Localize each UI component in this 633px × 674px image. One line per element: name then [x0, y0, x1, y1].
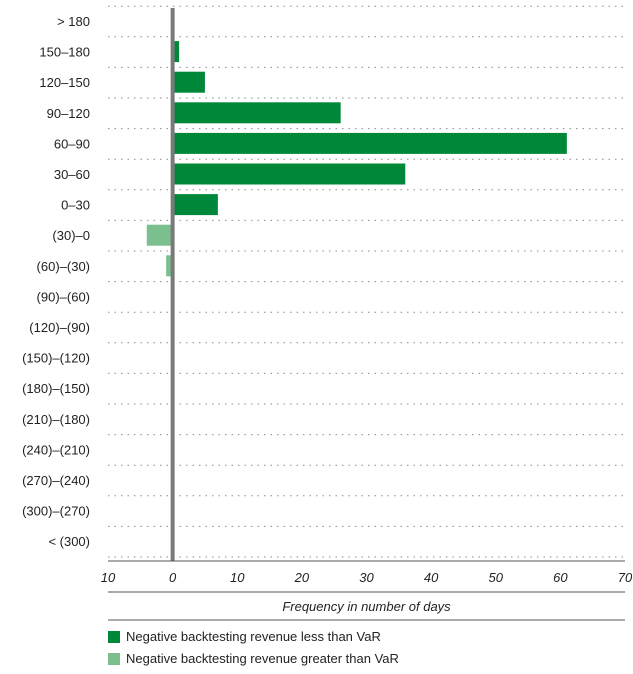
bar-less-than-var	[172, 102, 341, 124]
legend-label: Negative backtesting revenue greater tha…	[126, 651, 399, 666]
category-label: (90)–(60)	[37, 289, 90, 304]
category-label: (120)–(90)	[29, 320, 90, 335]
category-label: (300)–(270)	[22, 504, 90, 519]
category-label: (270)–(240)	[22, 473, 90, 488]
bar-less-than-var	[172, 41, 180, 63]
legend-label: Negative backtesting revenue less than V…	[126, 629, 381, 644]
x-axis-title: Frequency in number of days	[282, 599, 451, 614]
legend-swatch	[108, 653, 120, 665]
bar-less-than-var	[172, 163, 406, 185]
legend: Negative backtesting revenue less than V…	[108, 629, 399, 666]
category-label: (180)–(150)	[22, 381, 90, 396]
category-label: > 180	[57, 14, 90, 29]
category-label: 0–30	[61, 198, 90, 213]
legend-swatch	[108, 631, 120, 643]
category-label: 90–120	[47, 106, 90, 121]
x-tick-label: 70	[618, 570, 633, 585]
x-tick-label: 30	[359, 570, 374, 585]
x-tick-label: 20	[294, 570, 310, 585]
x-tick-label: 0	[169, 570, 177, 585]
x-tick-label: 40	[424, 570, 439, 585]
category-label: (30)–0	[52, 228, 90, 243]
category-label: (240)–(210)	[22, 442, 90, 457]
bars	[146, 41, 567, 277]
x-tick-label: 10	[230, 570, 245, 585]
x-tick-label: 60	[553, 570, 568, 585]
bar-less-than-var	[172, 132, 567, 154]
category-label: (60)–(30)	[37, 259, 90, 274]
category-label: < (300)	[48, 534, 90, 549]
category-label: 60–90	[54, 136, 90, 151]
bar-less-than-var	[172, 194, 218, 216]
bar-greater-than-var	[166, 255, 173, 277]
category-label: 150–180	[39, 45, 90, 60]
category-labels: > 180 150–180 120–150 90–120 60–90 30–60 0–30 (…	[22, 14, 90, 549]
x-tick-label: 10	[101, 570, 116, 585]
category-label: 120–150	[39, 75, 90, 90]
category-label: (210)–(180)	[22, 412, 90, 427]
bar-less-than-var	[172, 71, 205, 93]
bar-greater-than-var	[146, 224, 173, 246]
category-label: 30–60	[54, 167, 90, 182]
x-axis: 10 0 10 20 30 40 50 60 70	[101, 8, 633, 621]
category-label: (150)–(120)	[22, 351, 90, 366]
x-tick-label: 50	[489, 570, 504, 585]
